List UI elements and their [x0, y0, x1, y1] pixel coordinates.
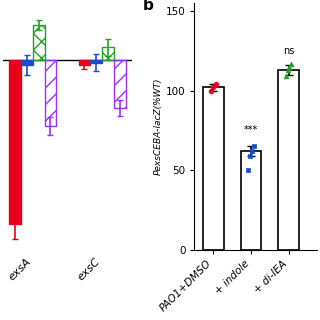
Point — [249, 148, 254, 154]
Bar — [114, 60, 126, 108]
Point — [247, 153, 252, 158]
Bar — [241, 151, 261, 250]
Point — [287, 64, 292, 69]
Point — [251, 144, 256, 149]
Bar — [44, 60, 56, 126]
Bar — [203, 87, 224, 250]
Bar — [21, 60, 33, 65]
Point — [213, 82, 219, 87]
Text: b: b — [143, 0, 154, 13]
Bar — [9, 60, 21, 224]
Text: ns: ns — [283, 46, 294, 56]
Point — [285, 68, 290, 73]
Point — [246, 168, 251, 173]
Bar — [102, 47, 114, 60]
Bar — [90, 60, 102, 63]
Text: ***: *** — [244, 125, 258, 135]
Point — [284, 74, 289, 79]
Point — [211, 85, 216, 90]
Point — [208, 88, 213, 93]
Y-axis label: PexsCEBA-lacZ(%WT): PexsCEBA-lacZ(%WT) — [154, 78, 163, 175]
Bar — [79, 60, 90, 65]
Bar — [278, 70, 299, 250]
Bar — [33, 25, 44, 60]
Point — [289, 61, 294, 66]
